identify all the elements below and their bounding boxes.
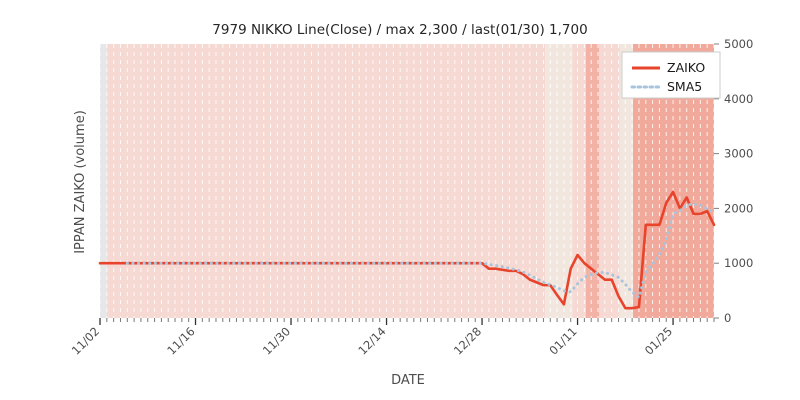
background-band-3 <box>572 44 586 318</box>
background-band-6 <box>619 44 634 318</box>
x-tick-label: 01/11 <box>546 324 579 357</box>
legend-box <box>621 51 721 99</box>
legend-label-zaiko: ZAIKO <box>667 60 705 75</box>
background-band-5 <box>599 44 620 318</box>
x-axis: 11/02 11/16 11/30 12/14 12/28 01/11 01/25 <box>69 318 715 358</box>
x-tick-label: 12/28 <box>451 324 484 357</box>
series-group <box>98 190 716 310</box>
y-tick-label: 3000 <box>724 147 753 161</box>
x-tick-label: 11/02 <box>69 324 102 357</box>
x-tick-label: 11/16 <box>164 324 197 357</box>
plot-gridlines <box>99 44 715 318</box>
y-tick-label: 0 <box>724 311 731 325</box>
chart-title: 7979 NIKKO Line(Close) / max 2,300 / las… <box>212 22 587 38</box>
y-tick-label: 4000 <box>724 92 753 106</box>
legend[interactable]: ZAIKO SMA5 <box>621 51 721 99</box>
y-tick-label: 1000 <box>724 256 753 270</box>
x-tick-label: 11/30 <box>260 324 293 357</box>
legend-label-sma5: SMA5 <box>667 79 702 94</box>
y-axis-label: IPPAN ZAIKO (volume) <box>73 110 88 254</box>
x-axis-label: DATE <box>391 373 425 388</box>
y-axis: 0 1000 2000 3000 4000 5000 <box>714 37 753 325</box>
background-band-1 <box>106 44 546 318</box>
y-tick-label: 2000 <box>724 201 753 215</box>
x-tick-label: 01/25 <box>642 324 675 357</box>
x-tick-label: 12/14 <box>355 324 388 357</box>
y-tick-label: 5000 <box>724 37 753 51</box>
background-band-4 <box>585 44 600 318</box>
background-band-0 <box>100 44 107 318</box>
